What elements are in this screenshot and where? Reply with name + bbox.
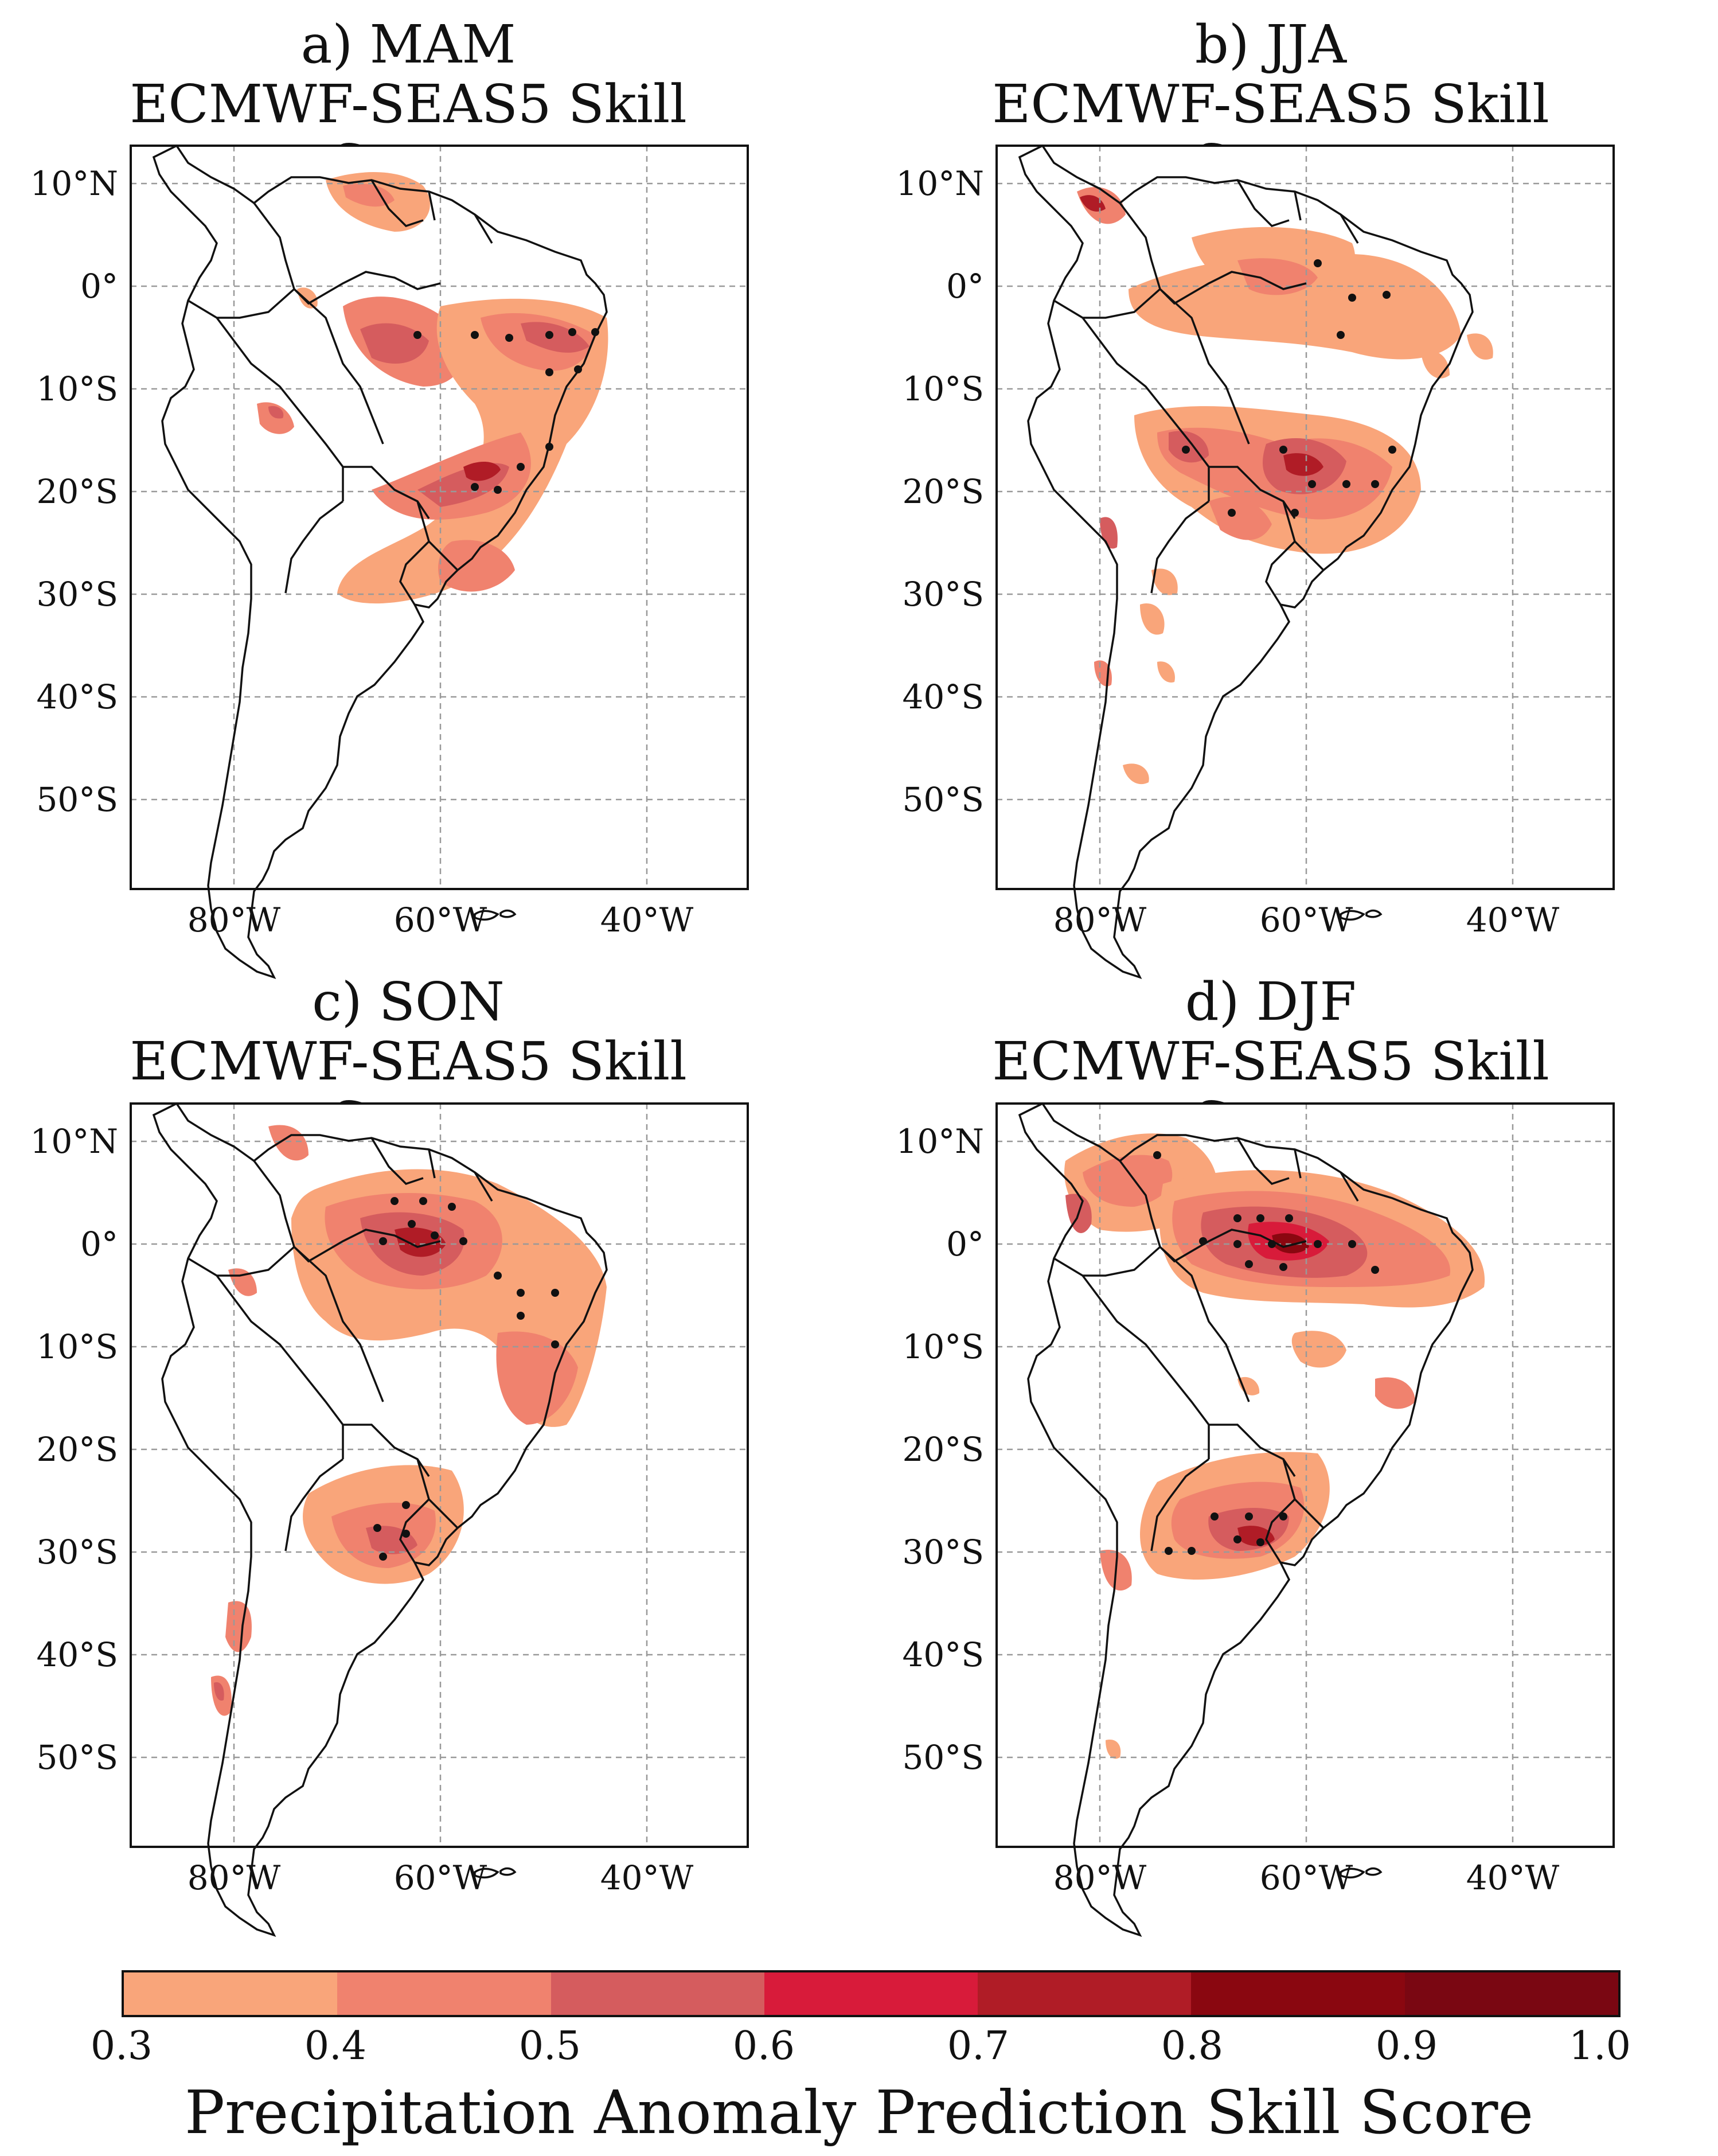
colorbar-tick: 0.3 (90, 2024, 153, 2069)
lat-label: 20°S (902, 1430, 984, 1469)
panel-d-significance-dots (1153, 1151, 1379, 1555)
panel-d: 10°N 0° 10°S 20°S 30°S 40°S 50°S 80°W 60… (896, 1102, 1615, 1936)
panel-b-season: b) JJA (1194, 14, 1347, 75)
lon-label: 40°W (1466, 900, 1560, 939)
lat-label: 10°N (30, 164, 118, 203)
lat-label: 0° (80, 1225, 118, 1264)
lat-label: 20°S (36, 472, 118, 511)
lat-label: 40°S (36, 1635, 118, 1674)
lat-label: 40°S (902, 677, 984, 716)
panel-a: 10°N 0° 10°S 20°S 30°S 40°S 50°S 80°W 60… (30, 145, 749, 978)
panel-a-gridlines (131, 146, 748, 889)
panel-d-lat-labels: 10°N 0° 10°S 20°S 30°S 40°S 50°S (896, 1122, 984, 1777)
colorbar-segment (550, 1972, 764, 2015)
lat-label: 30°S (902, 1533, 984, 1572)
panel-a-season: a) MAM (300, 14, 516, 75)
lon-label: 80°W (1053, 1858, 1147, 1897)
lat-label: 50°S (902, 1738, 984, 1777)
lon-label: 80°W (188, 900, 281, 939)
panel-b-lat-labels: 10°N 0° 10°S 20°S 30°S 40°S 50°S (896, 164, 984, 819)
colorbar-label: Precipitation Anomaly Prediction Skill S… (185, 2077, 1533, 2147)
lat-label: 30°S (36, 575, 118, 614)
panel-a-lon-labels: 80°W 60°W 40°W (188, 900, 694, 939)
panel-d-gridlines (997, 1104, 1614, 1847)
panel-d-season: d) DJF (1185, 971, 1357, 1032)
lat-label: 10°S (36, 369, 118, 408)
lat-label: 30°S (36, 1533, 118, 1572)
lat-label: 50°S (36, 1738, 118, 1777)
colorbar-tick: 0.4 (304, 2024, 367, 2069)
lon-label: 60°W (394, 1858, 487, 1897)
lat-label: 50°S (902, 780, 984, 819)
lat-label: 0° (946, 267, 984, 306)
panel-a-significance-dots (413, 328, 599, 494)
colorbar-segment (1191, 1972, 1405, 2015)
panel-b-lon-labels: 80°W 60°W 40°W (1053, 900, 1560, 939)
lon-label: 80°W (188, 1858, 281, 1897)
lat-label: 40°S (36, 677, 118, 716)
panel-b: 10°N 0° 10°S 20°S 30°S 40°S 50°S 80°W 60… (896, 145, 1615, 978)
lat-label: 10°S (36, 1327, 118, 1366)
lat-label: 50°S (36, 780, 118, 819)
panel-d-border (995, 1102, 1615, 1848)
lat-label: 10°N (896, 164, 984, 203)
panel-c: 10°N 0° 10°S 20°S 30°S 40°S 50°S 80°W 60… (30, 1102, 749, 1936)
lat-label: 10°S (902, 1327, 984, 1366)
panel-b-significance-dots (1182, 259, 1396, 517)
panel-c-lat-labels: 10°N 0° 10°S 20°S 30°S 40°S 50°S (30, 1122, 118, 1777)
colorbar-segment (978, 1972, 1192, 2015)
colorbar-tick: 1.0 (1568, 2024, 1631, 2069)
panel-c-lon-labels: 80°W 60°W 40°W (188, 1858, 694, 1897)
panel-b-gridlines (997, 146, 1614, 889)
panel-b-skill-shading (1077, 187, 1493, 785)
lon-label: 80°W (1053, 900, 1147, 939)
panel-c-skill-shading (211, 1125, 607, 1716)
colorbar-tick: 0.6 (732, 2024, 795, 2069)
panel-a-title: a) MAM ECMWF-SEAS5 Skill Score (53, 15, 764, 194)
lat-label: 0° (80, 267, 118, 306)
panel-c-significance-dots (373, 1197, 559, 1561)
colorbar-segment (337, 1972, 551, 2015)
lat-label: 30°S (902, 575, 984, 614)
panel-a-lat-labels: 10°N 0° 10°S 20°S 30°S 40°S 50°S (30, 164, 118, 819)
lon-label: 40°W (600, 900, 694, 939)
lon-label: 40°W (600, 1858, 694, 1897)
lon-label: 60°W (1260, 900, 1353, 939)
panel-d-skill-shading (1064, 1133, 1485, 1759)
lon-label: 60°W (394, 900, 487, 939)
colorbar-segment (1404, 1972, 1618, 2015)
panel-c-gridlines (131, 1104, 748, 1847)
lat-label: 10°N (30, 1122, 118, 1161)
lon-label: 60°W (1260, 1858, 1353, 1897)
panel-a-border (130, 145, 749, 890)
panel-b-border (995, 145, 1615, 890)
panel-d-lon-labels: 80°W 60°W 40°W (1053, 1858, 1560, 1897)
panel-c-border (130, 1102, 749, 1848)
colorbar-tick: 0.7 (947, 2024, 1010, 2069)
colorbar-tick: 0.5 (518, 2024, 581, 2069)
colorbar-tick: 0.9 (1375, 2024, 1438, 2069)
colorbar-segment (764, 1972, 978, 2015)
lat-label: 20°S (902, 472, 984, 511)
lat-label: 0° (946, 1225, 984, 1264)
panel-c-season: c) SON (312, 971, 505, 1032)
lat-label: 40°S (902, 1635, 984, 1674)
lat-label: 10°N (896, 1122, 984, 1161)
lat-label: 10°S (902, 369, 984, 408)
colorbar-segment (124, 1972, 338, 2015)
colorbar (122, 1970, 1621, 2017)
colorbar-tick: 0.8 (1161, 2024, 1224, 2069)
lon-label: 40°W (1466, 1858, 1560, 1897)
lat-label: 20°S (36, 1430, 118, 1469)
